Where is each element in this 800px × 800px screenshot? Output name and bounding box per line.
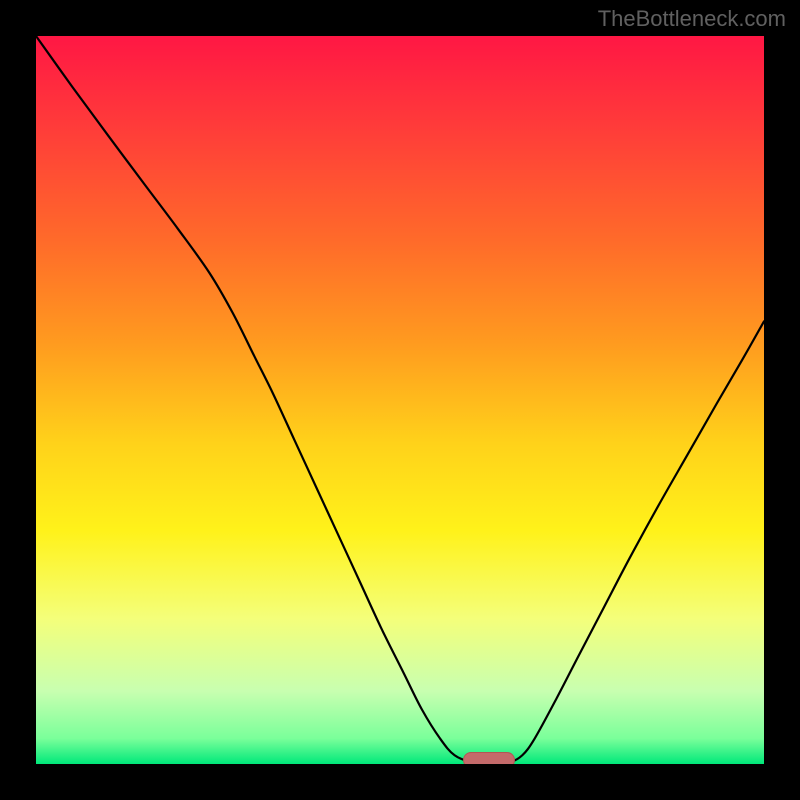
bottleneck-curve xyxy=(36,36,764,764)
plot-area xyxy=(36,36,764,764)
optimal-point-marker xyxy=(463,752,515,764)
watermark-text: TheBottleneck.com xyxy=(598,6,786,32)
